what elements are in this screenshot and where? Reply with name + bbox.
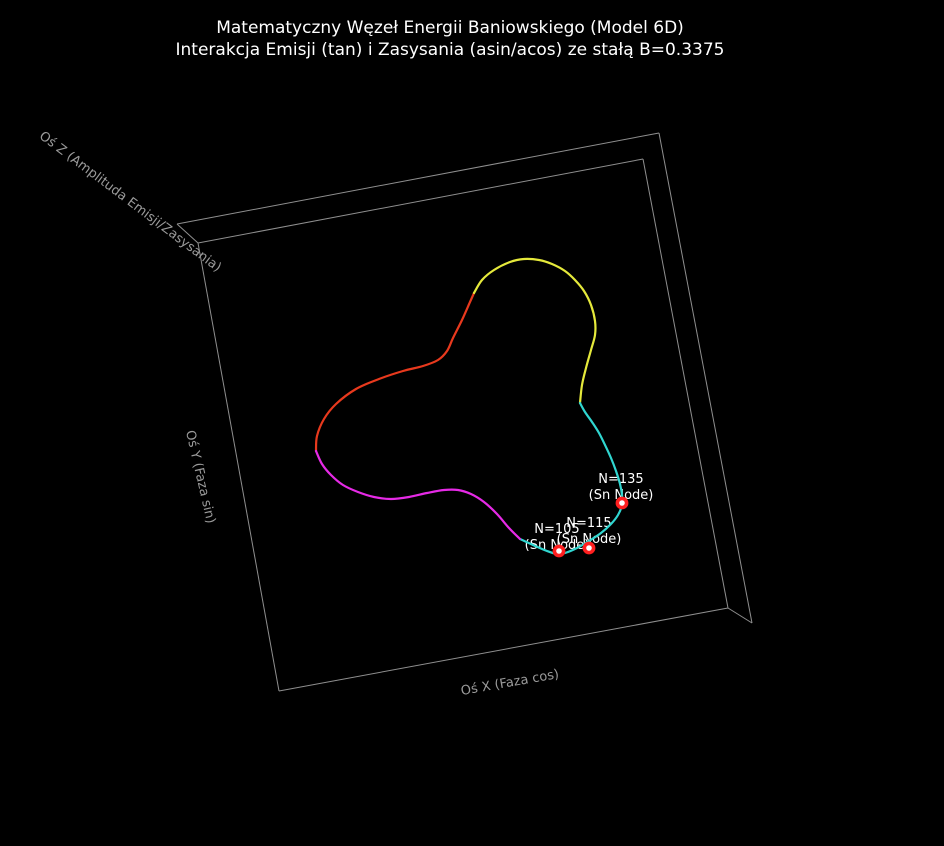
axes-box-edge-1 (658, 132, 753, 624)
node-annotation-n135: N=135 (Sn Node) (589, 472, 654, 504)
knot-segment-magenta (314, 449, 522, 541)
x-axis-label: Oś X (Faza cos) (459, 666, 561, 700)
knot-segment-yellow (472, 257, 597, 405)
knot-segment-red (314, 291, 476, 453)
node-annotation-n105: N=105 (Sn Node) (525, 522, 590, 554)
node-annotation-n135-label: N=135 (598, 472, 644, 487)
chart-title: Matematyczny Węzeł Energii Baniowskiego … (0, 17, 900, 61)
z-axis-label: Oś Z (Amplituda Emisji/Zasysania) (36, 128, 224, 276)
y-axis-label: Oś Y (Faza sin) (181, 428, 219, 526)
axes-box-edge-2 (727, 607, 753, 624)
axes-box-edge-5 (642, 158, 729, 609)
node-annotation-n105-label: N=105 (534, 522, 580, 537)
axes-box-edge-4 (197, 158, 644, 244)
node-annotation-n105-sublabel: (Sn Node) (524, 538, 590, 553)
axes-box-edge-7 (197, 242, 280, 692)
node-annotation-n135-sublabel: (Sn Node) (588, 488, 654, 503)
chart-title-line2: Interakcja Emisji (tan) i Zasysania (asi… (175, 40, 725, 60)
axes-box-edge-0 (176, 132, 660, 225)
chart-title-line1: Matematyczny Węzeł Energii Baniowskiego … (216, 18, 684, 38)
